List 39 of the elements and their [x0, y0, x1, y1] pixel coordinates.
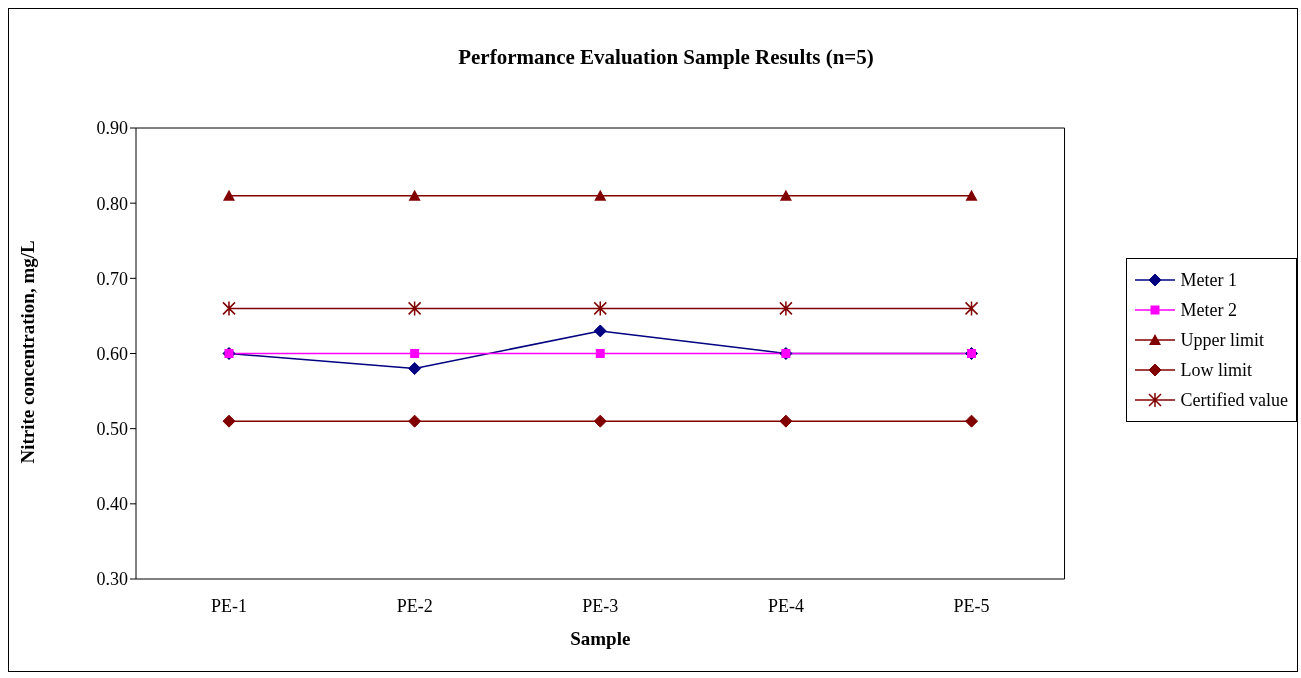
point: [964, 300, 979, 317]
point: [779, 300, 793, 317]
point: [779, 414, 793, 428]
y-tick-label: 0.70: [96, 268, 128, 289]
x-axis-title: Sample: [570, 628, 631, 649]
point: [965, 414, 979, 428]
y-tick-label: 0.50: [96, 419, 128, 440]
y-tick-label: 0.90: [96, 118, 128, 139]
point: [223, 189, 235, 201]
point: [408, 414, 422, 428]
x-tick-label: PE-4: [767, 595, 804, 616]
point: [779, 189, 792, 201]
point: [408, 189, 421, 201]
legend-label: Upper limit: [1180, 329, 1265, 351]
point: [593, 300, 608, 317]
point: [593, 324, 607, 338]
point: [408, 362, 422, 376]
legend-label: Low limit: [1180, 359, 1253, 381]
y-tick-label: 0.60: [96, 343, 128, 364]
point: [222, 414, 236, 428]
point: [410, 349, 420, 358]
point: [595, 349, 605, 358]
x-tick-label: PE-3: [582, 595, 619, 616]
x-tick-label: PE-2: [396, 595, 433, 616]
point: [593, 414, 607, 428]
legend-label: Meter 1: [1180, 269, 1238, 291]
chart-title: Performance Evaluation Sample Results (n=5): [457, 45, 875, 70]
legend-label: Meter 2: [1180, 299, 1238, 321]
x-tick-label: PE-5: [953, 595, 990, 616]
y-tick-label: 0.40: [96, 494, 128, 515]
point: [594, 189, 607, 201]
y-axis-title: Nitrite concentration, mg/L: [16, 240, 38, 464]
y-tick-label: 0.80: [96, 193, 128, 214]
x-tick-label: PE-1: [211, 595, 247, 616]
y-tick-label: 0.30: [96, 569, 128, 590]
point: [965, 189, 978, 201]
point: [222, 300, 236, 317]
legend-label: Certified value: [1180, 389, 1288, 411]
point: [407, 300, 422, 317]
